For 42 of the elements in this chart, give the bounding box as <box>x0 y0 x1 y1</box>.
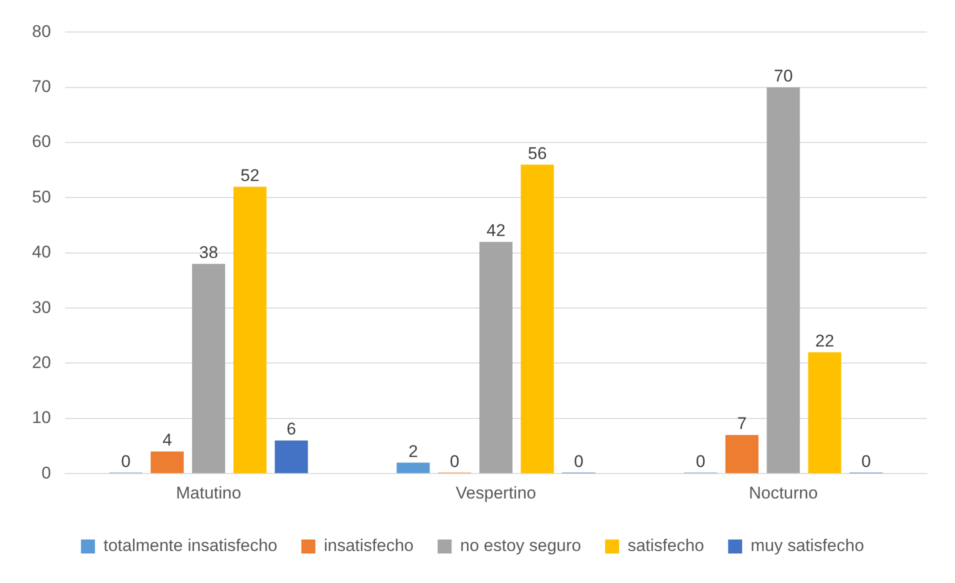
bar <box>479 242 513 474</box>
bar <box>192 264 226 474</box>
data-label: 38 <box>199 243 218 262</box>
x-tick-label: Vespertino <box>456 483 536 502</box>
data-label: 2 <box>408 442 418 461</box>
data-label: 22 <box>815 331 834 350</box>
y-tick-label: 30 <box>32 298 51 317</box>
data-label: 70 <box>774 66 793 86</box>
legend-label: muy satisfecho <box>750 536 864 556</box>
y-tick-label: 10 <box>32 408 51 428</box>
data-label: 52 <box>240 166 260 185</box>
legend-label: no estoy seguro <box>460 536 582 556</box>
bar <box>520 164 554 474</box>
bar <box>396 462 430 474</box>
data-label: 0 <box>121 452 131 471</box>
y-tick-label: 60 <box>32 132 51 152</box>
bar <box>233 186 267 474</box>
data-label: 4 <box>162 430 172 450</box>
data-label: 56 <box>528 144 547 163</box>
data-label: 7 <box>737 414 747 434</box>
bar <box>274 440 308 474</box>
bar <box>725 434 758 474</box>
bar <box>808 352 842 474</box>
data-label: 42 <box>486 221 506 240</box>
y-tick-label: 0 <box>41 463 51 482</box>
y-tick-label: 70 <box>32 77 51 96</box>
y-tick-label: 40 <box>32 242 51 262</box>
legend-label: satisfecho <box>628 536 704 556</box>
data-label: 6 <box>286 420 296 439</box>
x-tick-label: Nocturno <box>748 483 818 502</box>
legend-label: totalmente insatisfecho <box>103 536 278 556</box>
y-tick-label: 80 <box>32 22 51 41</box>
y-tick-label: 20 <box>32 352 51 372</box>
data-label: 0 <box>696 452 706 471</box>
y-tick-label: 50 <box>32 187 51 206</box>
data-label: 0 <box>574 452 584 471</box>
bar <box>766 87 800 474</box>
bar <box>150 452 184 474</box>
x-tick-label: Matutino <box>176 483 242 502</box>
data-label: 0 <box>450 452 460 471</box>
legend-label: insatisfecho <box>324 536 414 556</box>
data-label: 0 <box>861 452 871 471</box>
